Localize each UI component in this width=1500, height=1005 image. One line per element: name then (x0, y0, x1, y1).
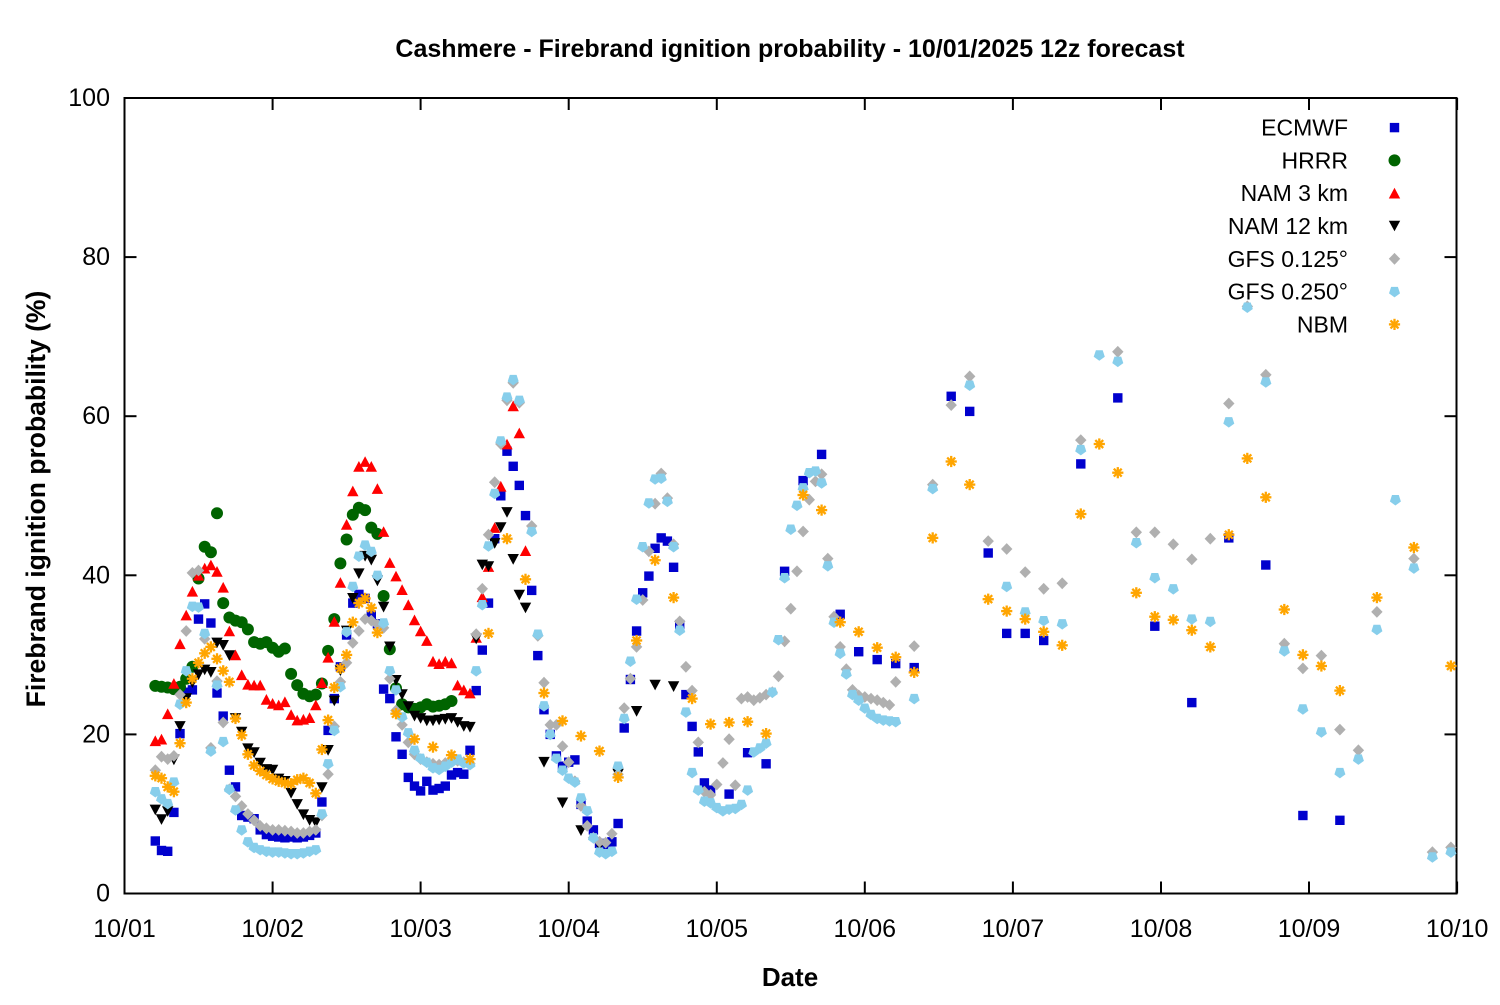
svg-text:10/03: 10/03 (389, 915, 452, 943)
svg-text:40: 40 (82, 561, 110, 589)
svg-text:80: 80 (82, 243, 110, 271)
svg-text:10/06: 10/06 (834, 915, 897, 943)
svg-text:10/05: 10/05 (686, 915, 749, 943)
svg-text:10/04: 10/04 (537, 915, 600, 943)
svg-text:100: 100 (68, 84, 110, 112)
svg-text:10/10: 10/10 (1426, 915, 1489, 943)
svg-text:60: 60 (82, 402, 110, 430)
svg-text:NAM 12 km: NAM 12 km (1228, 213, 1348, 239)
svg-text:GFS 0.125°: GFS 0.125° (1228, 246, 1348, 272)
svg-text:NAM 3 km: NAM 3 km (1241, 180, 1348, 206)
svg-text:10/07: 10/07 (982, 915, 1045, 943)
svg-text:Firebrand ignition probability: Firebrand ignition probability (%) (21, 291, 51, 708)
svg-text:10/08: 10/08 (1130, 915, 1193, 943)
svg-text:10/09: 10/09 (1278, 915, 1341, 943)
svg-text:10/02: 10/02 (241, 915, 304, 943)
svg-text:Date: Date (762, 962, 818, 992)
svg-text:ECMWF: ECMWF (1261, 115, 1348, 141)
svg-text:20: 20 (82, 720, 110, 748)
svg-text:NBM: NBM (1297, 311, 1348, 337)
svg-text:10/01: 10/01 (93, 915, 156, 943)
svg-text:HRRR: HRRR (1282, 147, 1348, 173)
svg-text:GFS 0.250°: GFS 0.250° (1228, 279, 1348, 305)
svg-text:0: 0 (96, 880, 110, 908)
svg-text:Cashmere - Firebrand ignition: Cashmere - Firebrand ignition probabilit… (395, 35, 1185, 63)
